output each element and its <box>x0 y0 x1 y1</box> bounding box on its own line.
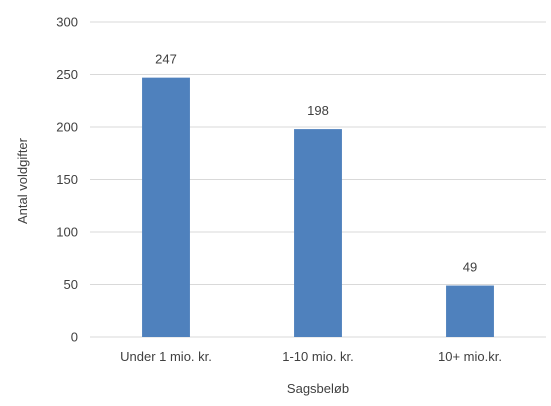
x-tick-label: 10+ mio.kr. <box>438 349 502 364</box>
x-axis-title: Sagsbeløb <box>287 381 349 396</box>
y-tick-label: 150 <box>56 172 78 187</box>
data-label: 198 <box>307 103 329 118</box>
y-tick-label: 100 <box>56 225 78 240</box>
bar <box>294 129 342 337</box>
y-tick-label: 250 <box>56 67 78 82</box>
data-labels: 247 198 49 <box>155 52 477 275</box>
y-tick-label: 300 <box>56 15 78 30</box>
bar <box>446 285 494 337</box>
data-label: 49 <box>463 260 477 275</box>
y-tick-label: 0 <box>71 330 78 345</box>
bars <box>142 77 494 338</box>
y-tick-label: 200 <box>56 120 78 135</box>
x-axis-ticks: Under 1 mio. kr. 1-10 mio. kr. 10+ mio.kr. <box>120 349 502 364</box>
x-tick-label: Under 1 mio. kr. <box>120 349 212 364</box>
data-label: 247 <box>155 52 177 67</box>
bar <box>142 77 190 338</box>
y-tick-label: 50 <box>64 277 78 292</box>
x-tick-label: 1-10 mio. kr. <box>282 349 354 364</box>
y-axis-ticks: 0 50 100 150 200 250 300 <box>56 15 78 345</box>
y-axis-title: Antal voldgifter <box>15 137 30 224</box>
